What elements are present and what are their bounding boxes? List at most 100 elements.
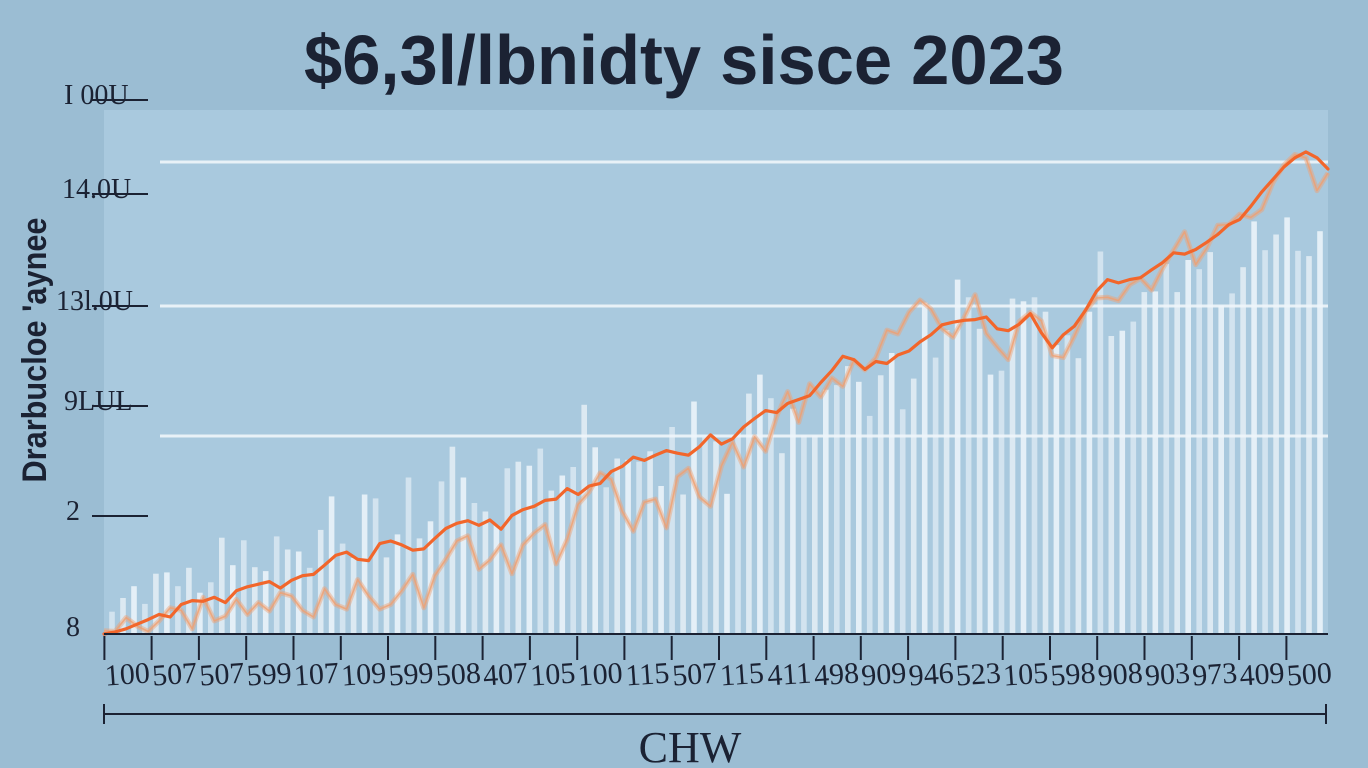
bar: [219, 537, 225, 634]
bar: [757, 374, 763, 634]
bar: [394, 534, 401, 634]
bar: [845, 366, 851, 634]
chart-title: $6,3l/lbnidty sisce 2023: [304, 21, 1064, 99]
bar: [614, 458, 620, 634]
bar: [109, 611, 115, 634]
bar: [449, 446, 456, 634]
y-tick-label: 9LUL: [64, 386, 132, 417]
bar: [636, 461, 642, 634]
bar: [998, 370, 1005, 634]
bar: [372, 498, 379, 634]
x-tick-label: 407: [482, 656, 529, 692]
x-tick-label: 507: [198, 656, 245, 692]
bar: [1306, 256, 1312, 634]
bar: [746, 393, 752, 634]
bar: [120, 598, 126, 634]
bar: [1086, 311, 1093, 634]
bar: [888, 353, 895, 634]
bar: [383, 557, 390, 634]
x-tick-label: 599: [246, 656, 293, 692]
bar: [416, 538, 423, 634]
x-axis-label: CHW: [639, 723, 742, 768]
bar: [317, 529, 324, 634]
bar: [910, 378, 917, 634]
x-tick-label: 409: [1238, 656, 1285, 692]
bar: [471, 503, 478, 634]
bar: [1207, 252, 1213, 634]
bar: [581, 404, 587, 635]
x-tick-label: 498: [813, 656, 860, 692]
bar: [779, 453, 785, 634]
bar: [570, 467, 576, 634]
bar: [328, 496, 335, 634]
bar: [284, 549, 291, 634]
bar: [230, 565, 236, 634]
line-series: [102, 150, 1331, 636]
bar: [1229, 293, 1235, 634]
bar: [493, 525, 500, 634]
bar: [350, 558, 357, 634]
bar: [1174, 292, 1180, 634]
x-tick-label: 500: [1286, 656, 1333, 692]
y-tick-label: 13l.0U: [56, 286, 133, 317]
bar: [866, 415, 873, 634]
bar: [812, 435, 818, 634]
bar: [1163, 263, 1170, 634]
bar: [790, 408, 796, 634]
bar: [460, 477, 467, 634]
x-tick-label: 105: [529, 656, 576, 692]
y-ticks: 8 2 9LUL 13l.0U 14.0U I 00U: [56, 80, 148, 643]
x-tick-label: 109: [340, 656, 387, 692]
bar: [1251, 221, 1257, 634]
bar: [1108, 336, 1115, 634]
x-tick-label: 946: [908, 656, 955, 692]
y-tick-label: I 00U: [64, 80, 129, 111]
bar: [658, 486, 664, 634]
bar: [976, 328, 983, 634]
x-tick-label: 973: [1191, 656, 1238, 692]
bar: [515, 461, 522, 634]
bar: [427, 521, 434, 634]
bar: [131, 586, 137, 634]
bar: [1141, 292, 1148, 634]
bar: [262, 571, 269, 634]
bar: [548, 490, 555, 634]
bar: [1273, 234, 1279, 634]
bar: [856, 381, 862, 634]
bar: [680, 494, 686, 634]
bar: [965, 297, 972, 634]
bar: [724, 493, 730, 634]
bar: [537, 448, 544, 634]
bar: [1196, 269, 1202, 634]
bar: [921, 302, 928, 634]
y-tick-label: 14.0U: [62, 174, 131, 205]
y-tick-label: 2: [66, 496, 80, 527]
bar: [1031, 297, 1038, 634]
bar: [1009, 298, 1016, 634]
x-ticks: 100 507 507 599 107 109 599 508 407 105 100 115 507 1…: [103, 636, 1333, 693]
bar: [252, 567, 258, 634]
bar: [1053, 345, 1060, 634]
bar: [1218, 305, 1224, 634]
bar: [306, 567, 313, 634]
bar: [197, 592, 203, 634]
bar: [1317, 231, 1323, 634]
x-tick-label: 508: [435, 656, 482, 692]
bar: [877, 375, 884, 634]
y-tick-label: 8: [66, 612, 80, 643]
x-tick-label: 105: [1002, 656, 1049, 692]
bar: [647, 451, 653, 634]
x-tick-label: 100: [577, 656, 624, 692]
bar: [669, 427, 675, 634]
bar: [801, 435, 807, 634]
bar: [1042, 311, 1049, 634]
bar: [438, 481, 445, 634]
bar: [361, 494, 368, 634]
bar: [339, 543, 346, 634]
x-tick-label: 598: [1049, 656, 1096, 692]
bar: [954, 279, 961, 634]
x-tick-label: 507: [671, 656, 718, 692]
bar: [153, 573, 159, 634]
bar: [1097, 251, 1104, 634]
bar: [1185, 260, 1191, 634]
